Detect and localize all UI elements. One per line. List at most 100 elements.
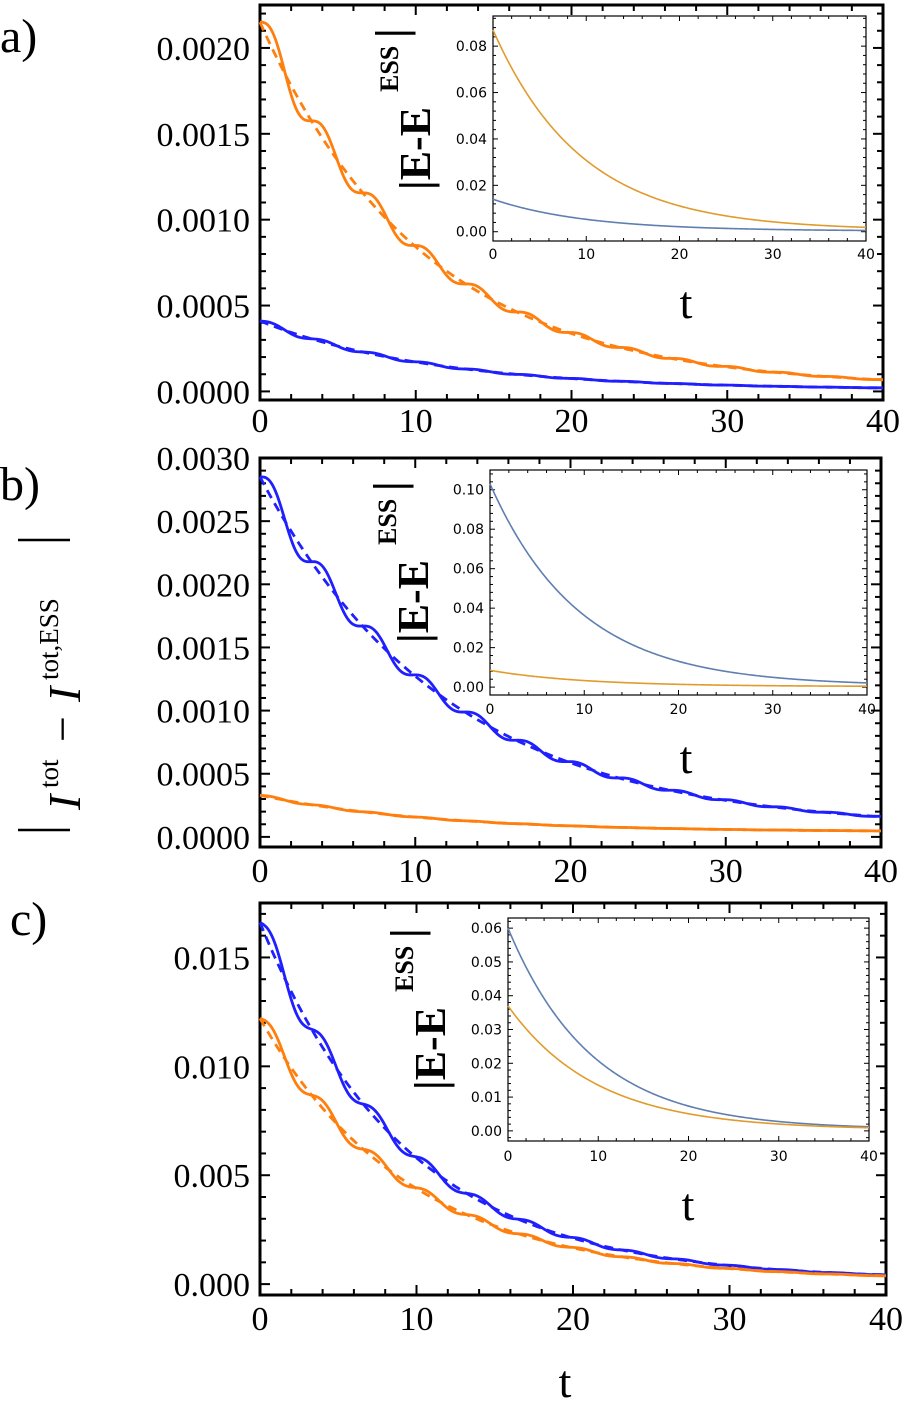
x-tick-label: 10 <box>400 1301 434 1338</box>
inset-ylabel: |E-E ESS | <box>382 928 455 1090</box>
shared-ylabel-sup1: tot <box>34 759 64 788</box>
y-tick-label: 0.0020 <box>157 567 251 604</box>
x-tick-label: 0 <box>486 702 495 718</box>
shared-ylabel-main: I <box>39 792 90 811</box>
series-orange-dashed <box>258 1017 887 1278</box>
inset-ylabel-main: |E-E <box>389 560 438 643</box>
shared-ylabel-main-2: I <box>39 684 90 703</box>
series-inset-orange <box>507 1005 870 1129</box>
y-tick-label: 0.06 <box>453 562 484 578</box>
x-tick-label: 30 <box>709 853 743 890</box>
inset-ylabel-main: |E-E <box>391 107 440 190</box>
inset-ylabel-end: | <box>382 928 431 938</box>
y-tick-label: 0.04 <box>456 132 487 148</box>
y-tick-label: 0.08 <box>453 522 484 538</box>
y-tick-label: 0.0015 <box>157 117 251 154</box>
inset-ylabel: |E-E ESS | <box>367 28 440 190</box>
series-blue-dashed <box>258 476 882 819</box>
inset-xlabel: t <box>680 732 693 783</box>
x-tick-label: 20 <box>556 1301 590 1338</box>
series-inset-orange <box>492 29 867 229</box>
shared-ylabel-minus: − <box>37 716 88 742</box>
shared-ylabel: I tot − I tot,ESS <box>18 538 90 832</box>
panel-label: b) <box>0 458 40 511</box>
x-tick-label: 10 <box>577 247 595 263</box>
y-tick-label: 0.0005 <box>157 289 251 326</box>
x-tick-label: 0 <box>252 853 269 890</box>
panel-label: c) <box>10 893 47 946</box>
x-tick-label: 40 <box>857 247 875 263</box>
inset-ylabel-sup: ESS <box>390 946 419 992</box>
series-inset-blue <box>492 198 866 232</box>
y-tick-label: 0.02 <box>453 641 484 657</box>
inset-xlabel: t <box>682 1179 695 1230</box>
inset-xlabel: t <box>680 277 693 328</box>
inset-ylabel-sup: ESS <box>373 499 402 545</box>
x-tick-label: 20 <box>671 247 689 263</box>
x-tick-label: 20 <box>670 702 688 718</box>
panel-a: a)0 10 20 30 400.00000.00050.00100.00150.002… <box>0 3 900 440</box>
x-tick-label: 20 <box>555 403 589 440</box>
series-orange-solid <box>259 793 882 833</box>
y-tick-label: 0.04 <box>471 989 502 1005</box>
inset-frame <box>489 469 868 696</box>
y-tick-label: 0.10 <box>453 483 484 499</box>
x-tick-label: 0 <box>252 1301 269 1338</box>
y-tick-label: 0.0010 <box>157 203 251 240</box>
y-tick-label: 0.0005 <box>157 757 251 794</box>
inset-ylabel: |E-E ESS | <box>365 481 438 643</box>
series-inset-blue <box>507 927 870 1128</box>
x-tick-label: 40 <box>864 853 898 890</box>
y-tick-label: 0.0025 <box>157 504 251 541</box>
y-tick-label: 0.005 <box>174 1158 251 1195</box>
shared-ylabel-sup2: tot,ESS <box>34 598 64 680</box>
x-tick-label: 20 <box>680 1149 698 1165</box>
y-tick-label: 0.08 <box>456 39 487 55</box>
series-inset-orange <box>489 669 868 688</box>
y-tick-label: 0.00 <box>453 680 484 696</box>
panel-c: c) 0 10 20 30 40 0.000 0.005 0.010 0.015 0 10 20 30 40… <box>10 893 903 1338</box>
x-tick-label: 10 <box>575 702 593 718</box>
series-blue-dashed <box>259 319 884 390</box>
inset-ylabel-end: | <box>367 28 416 38</box>
x-tick-label: 20 <box>554 853 588 890</box>
inset-ylabel-end: | <box>365 481 414 491</box>
x-tick-label: 0 <box>489 247 498 263</box>
y-tick-label: 0.02 <box>471 1056 502 1072</box>
panels: a)0 10 20 30 400.00000.00050.00100.00150.002… <box>0 3 903 1338</box>
bottom-xlabel: t <box>559 1356 572 1407</box>
y-tick-label: 0.03 <box>471 1023 502 1039</box>
inset-ylabel-main: |E-E <box>406 1007 455 1090</box>
series-blue-dashed <box>258 922 887 1277</box>
y-tick-label: 0.00 <box>471 1124 502 1140</box>
x-tick-label: 30 <box>710 403 744 440</box>
x-tick-label: 10 <box>399 403 433 440</box>
series-inset-blue <box>489 483 868 684</box>
panel-label: a) <box>0 10 37 63</box>
y-tick-label: 0.04 <box>453 601 484 617</box>
y-tick-label: 0.06 <box>471 921 502 937</box>
y-tick-label: 0.02 <box>456 178 487 194</box>
inset-chart: 0 10 20 30 40 0.00 0.02 0.04 0.06 0.08 <box>456 15 875 263</box>
y-tick-label: 0.01 <box>471 1090 502 1106</box>
x-tick-label: 10 <box>398 853 432 890</box>
inset-ylabel-sup: ESS <box>375 46 404 92</box>
panel-b: b)0 10 20 30 400.00000.00050.00100.00150.002… <box>0 441 898 890</box>
x-tick-label: 40 <box>860 1149 878 1165</box>
inset-chart: 0 10 20 30 40 0.00 0.02 0.04 0.06 0.08 0.10 <box>453 469 876 718</box>
y-tick-label: 0.05 <box>471 955 502 971</box>
y-tick-label: 0.0000 <box>157 374 251 411</box>
y-tick-label: 0.06 <box>456 86 487 102</box>
y-tick-label: 0.0030 <box>157 441 251 478</box>
x-tick-label: 30 <box>713 1301 747 1338</box>
y-tick-label: 0.000 <box>174 1267 251 1304</box>
y-tick-label: 0.010 <box>174 1049 251 1086</box>
series-orange-dashed <box>258 21 884 382</box>
x-tick-label: 30 <box>764 702 782 718</box>
y-tick-label: 0.0015 <box>157 630 251 667</box>
y-tick-label: 0.015 <box>174 940 251 977</box>
inset-frame <box>507 917 870 1142</box>
x-tick-label: 40 <box>858 702 876 718</box>
x-tick-label: 40 <box>866 403 900 440</box>
